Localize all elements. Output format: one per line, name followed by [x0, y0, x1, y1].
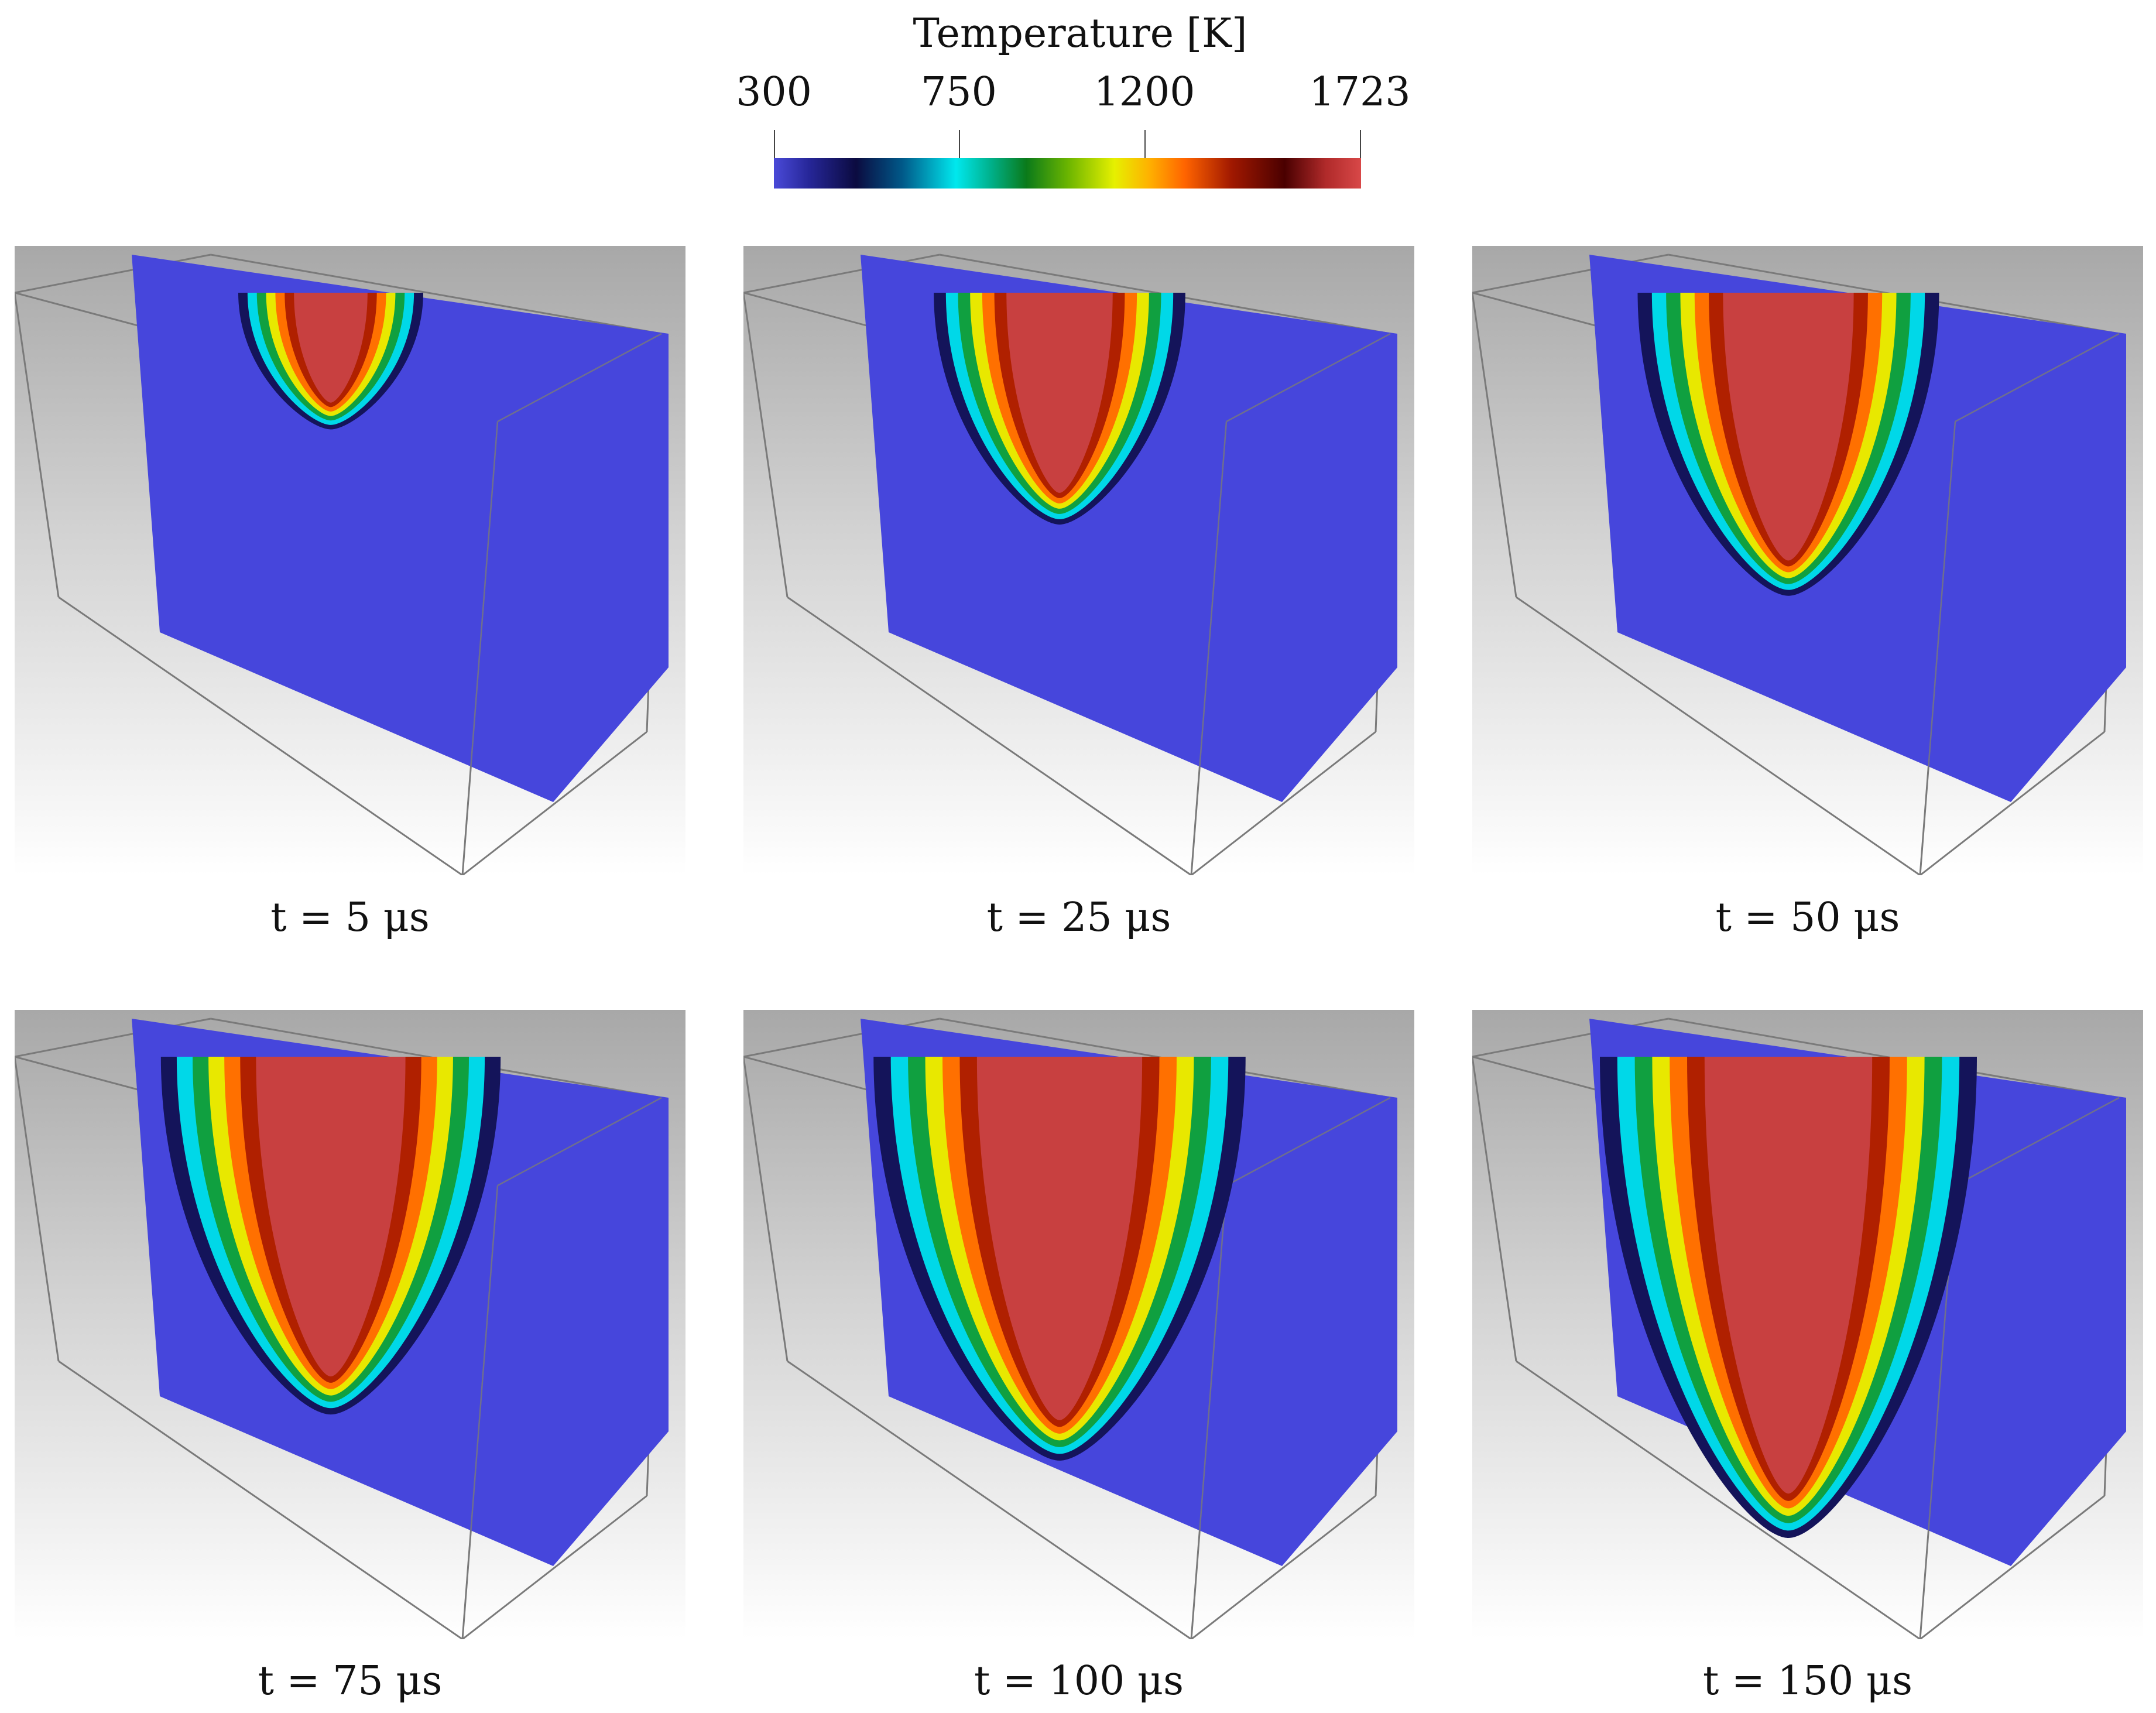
bounding-box-edge [497, 333, 662, 423]
bounding-box-edge [1191, 731, 1376, 875]
bounding-box-edge [1472, 1056, 1517, 1362]
bounding-box-edge [461, 421, 499, 875]
melt-pool-band [256, 1057, 406, 1377]
melt-pool-band [294, 293, 368, 403]
bounding-box-edge [743, 1056, 789, 1362]
bounding-box-edge [15, 1056, 60, 1362]
colorbar-tick-label: 1200 [1094, 69, 1195, 115]
solid-block [132, 255, 669, 802]
panel-caption: t = 5 μs [270, 895, 430, 941]
colorbar-tick-label: 750 [921, 69, 997, 115]
colorbar-tick-mark [774, 130, 775, 159]
bounding-box-edge [1955, 333, 2120, 423]
bounding-box-edge [58, 1360, 463, 1639]
panel-caption: t = 150 μs [1702, 1658, 1913, 1704]
panel-drawing [743, 253, 1397, 875]
bounding-box-edge [1472, 1017, 1669, 1058]
melt-pool-band [1006, 293, 1113, 493]
colorbar-tick-label: 300 [736, 69, 812, 115]
colorbar [774, 158, 1361, 189]
bounding-box-edge [1955, 1097, 2120, 1187]
bounding-box-edge [461, 1185, 499, 1639]
bounding-box-edge [1226, 333, 1391, 423]
panel-caption: t = 50 μs [1715, 895, 1900, 941]
bounding-box-edge [743, 1017, 940, 1058]
bounding-box-edge [1190, 421, 1228, 875]
panel-caption: t = 25 μs [986, 895, 1171, 941]
bounding-box-edge [1191, 1495, 1376, 1639]
bounding-box-edge [743, 292, 789, 598]
bounding-box-edge [1472, 292, 1517, 598]
simulation-panel-1 [15, 246, 685, 875]
bounding-box-edge [462, 1495, 647, 1639]
bounding-box-edge [1516, 596, 1921, 875]
panel-drawing [1472, 1017, 2126, 1639]
bounding-box-edge [15, 253, 211, 294]
bounding-box-edge [462, 731, 647, 875]
panel-drawing [743, 1017, 1397, 1639]
panel-drawing [15, 1017, 669, 1639]
colorbar-title: Temperature [K] [913, 11, 1247, 57]
colorbar-tick-mark [959, 130, 960, 159]
colorbar-tick-label: 1723 [1309, 69, 1411, 115]
bounding-box-edge [787, 596, 1192, 875]
simulation-panel-2 [743, 246, 1414, 875]
melt-pool-band [1704, 1057, 1873, 1494]
simulation-panel-3 [1472, 246, 2143, 875]
bounding-box-edge [1920, 731, 2105, 875]
bounding-box-edge [1472, 253, 1669, 294]
simulation-panel-4 [15, 1010, 685, 1639]
panel-drawing [15, 253, 669, 875]
bounding-box-edge [1190, 1185, 1228, 1639]
bounding-box-edge [1920, 1495, 2105, 1639]
bounding-box-edge [15, 292, 60, 598]
simulation-panel-6 [1472, 1010, 2143, 1639]
bounding-box-edge [1516, 1360, 1921, 1639]
panel-caption: t = 100 μs [974, 1658, 1184, 1704]
simulation-panel-5 [743, 1010, 1414, 1639]
bounding-box-edge [787, 1360, 1192, 1639]
bounding-box-edge [58, 596, 463, 875]
colorbar-tick-mark [1144, 130, 1146, 159]
melt-pool-band [1723, 293, 1854, 561]
bounding-box-edge [15, 1017, 211, 1058]
colorbar-tick-mark [1360, 130, 1361, 159]
bounding-box-edge [1919, 421, 1956, 875]
bounding-box-edge [497, 1097, 662, 1187]
panel-caption: t = 75 μs [258, 1658, 443, 1704]
panel-drawing [1472, 253, 2126, 875]
melt-pool-band [976, 1057, 1143, 1420]
bounding-box-edge [1226, 1097, 1391, 1187]
bounding-box-edge [743, 253, 940, 294]
bounding-box-edge [210, 253, 662, 335]
